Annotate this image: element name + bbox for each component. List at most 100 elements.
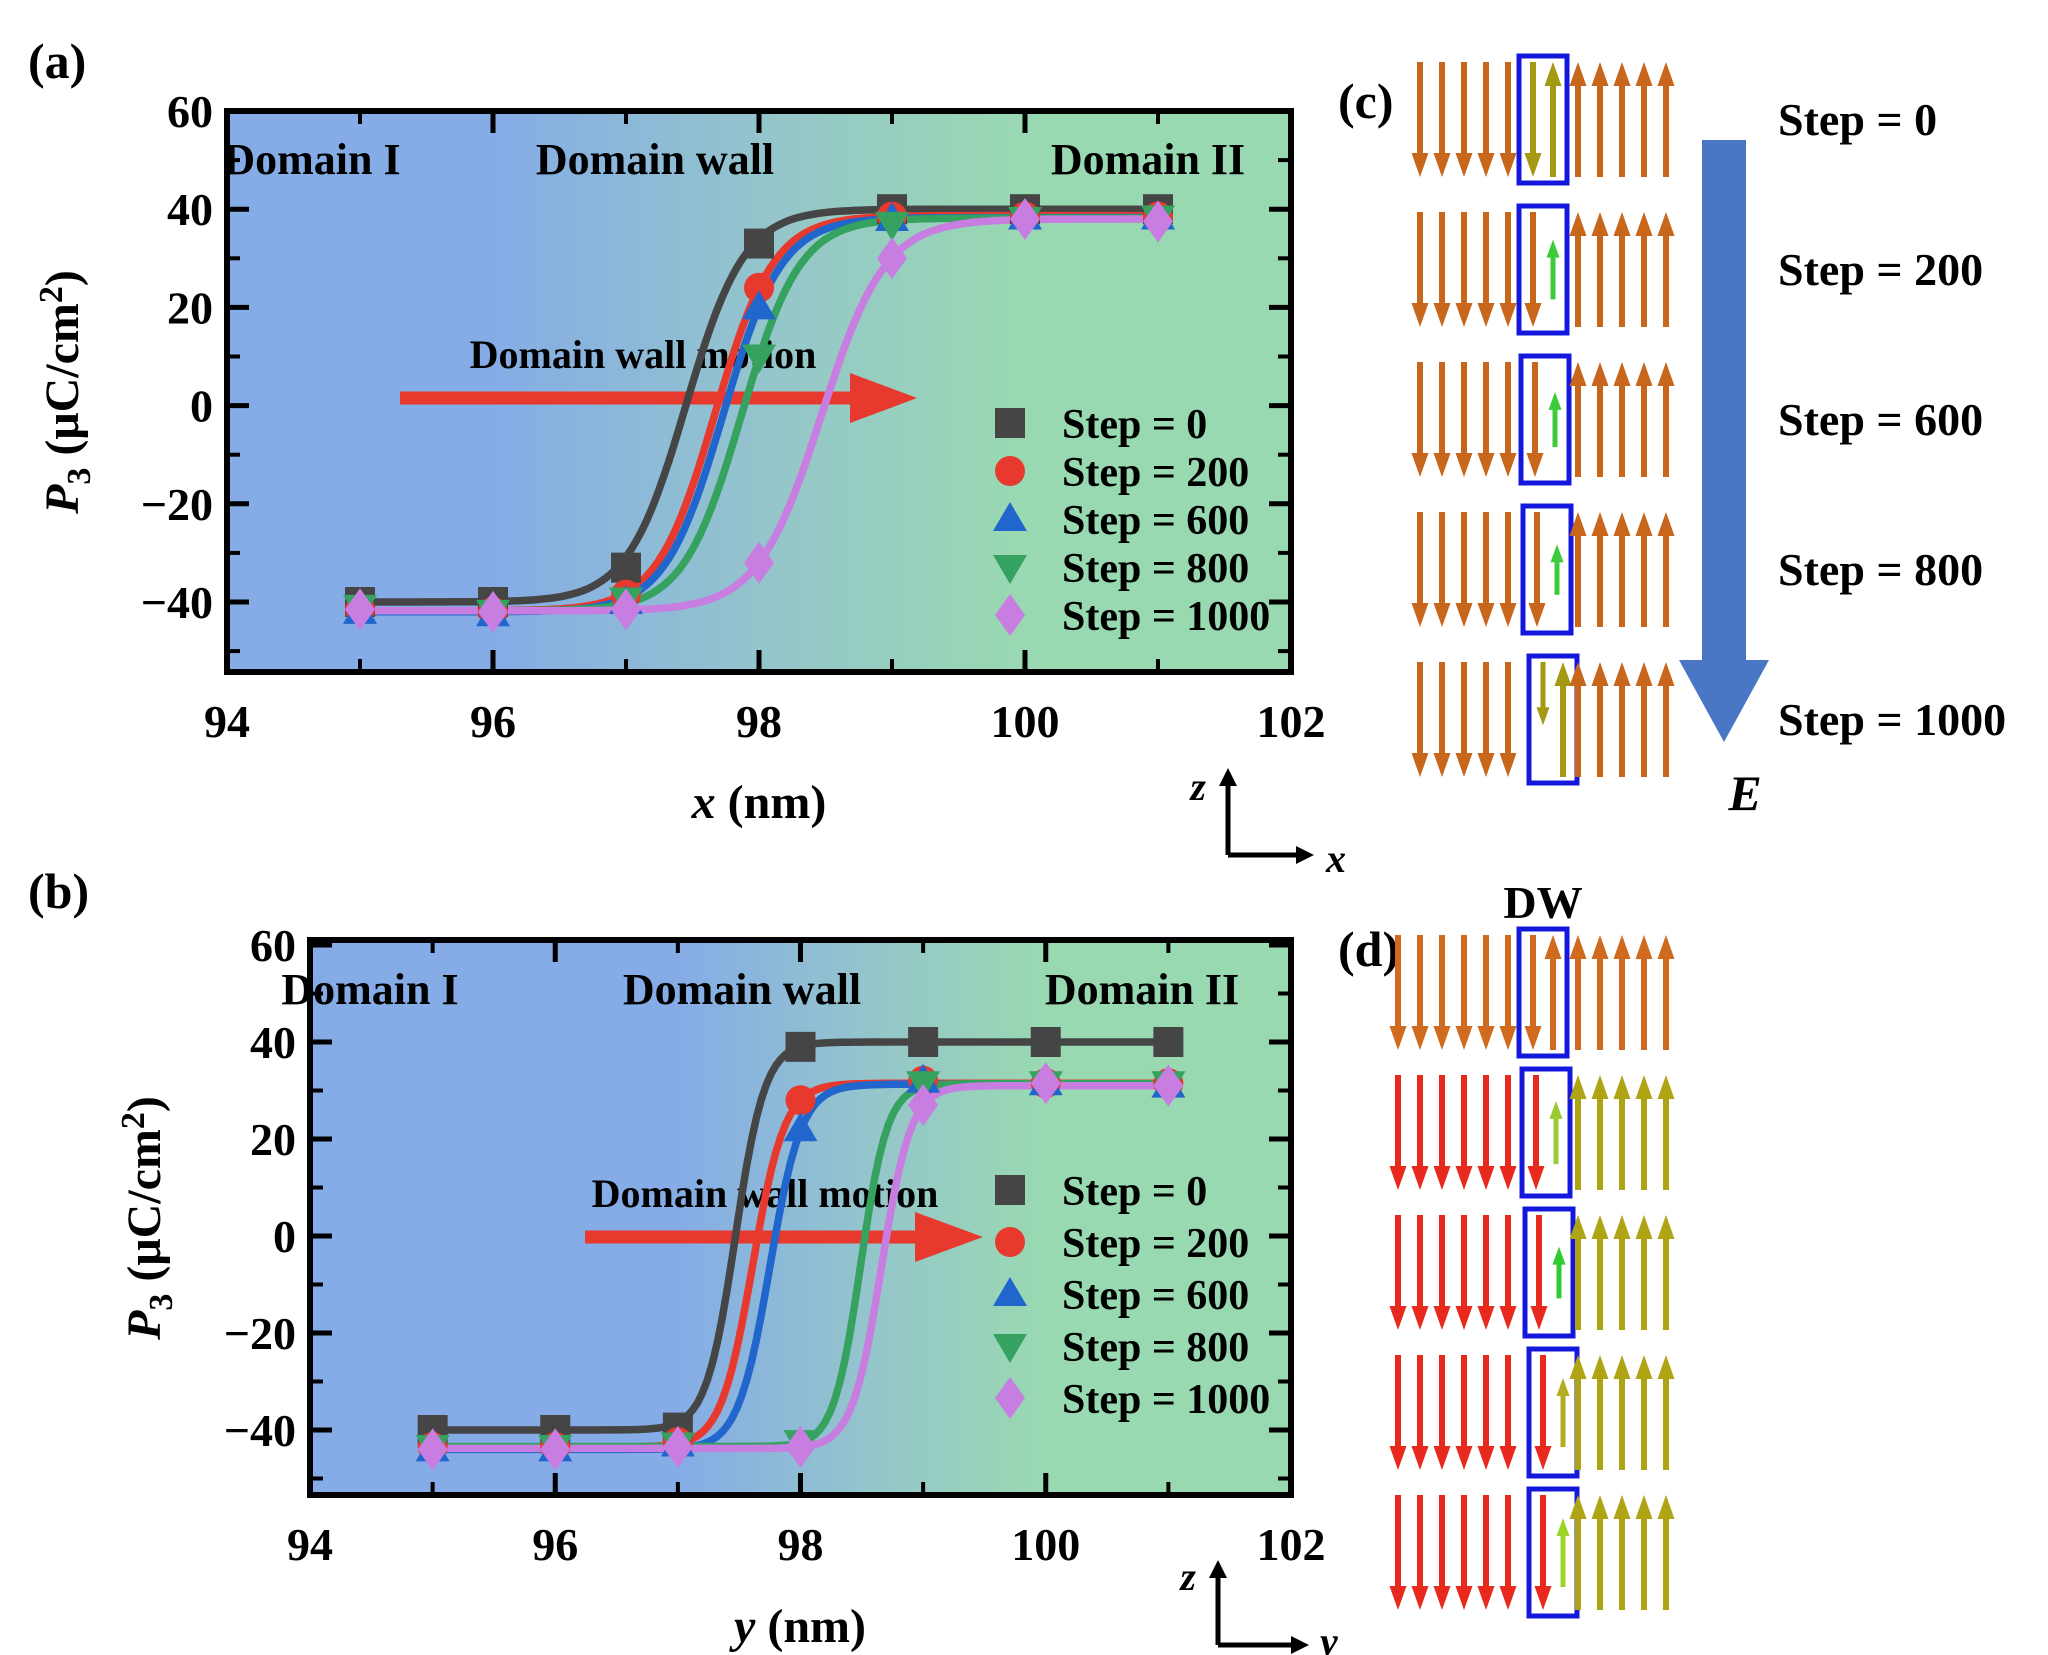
polarization-arrow-down-head <box>1499 603 1517 627</box>
domain-wall-motion-arrow-b <box>585 1212 983 1262</box>
arrow-row <box>1411 503 1675 636</box>
marker-triangle-up <box>993 1277 1027 1306</box>
polarization-arrow-down-head <box>1477 603 1495 627</box>
polarization-arrow-down-head <box>1524 1026 1542 1050</box>
polarization-arrow-down-head <box>1455 1026 1473 1050</box>
marker-circle <box>995 1227 1025 1257</box>
polarization-arrow-down-head <box>1534 1446 1552 1470</box>
marker-diamond <box>478 590 508 633</box>
polarization-arrow-down-head <box>1433 1026 1451 1050</box>
y-tick-label: 0 <box>190 381 213 432</box>
polarization-arrow-down-head <box>1526 453 1544 477</box>
panel-b-series-curves <box>415 1027 1186 1471</box>
motion-arrow-head <box>915 1212 983 1262</box>
marker-square <box>1153 1027 1184 1057</box>
panel-a-label: (a) <box>28 33 86 89</box>
polarization-arrow-down-head <box>1499 753 1517 777</box>
panel-a-series-curves <box>343 194 1175 633</box>
polarization-arrow-down-head <box>1499 1166 1517 1190</box>
polarization-arrow-up-head <box>1657 1495 1675 1519</box>
polarization-arrow-up-head <box>1544 935 1562 959</box>
marker-square <box>995 408 1025 438</box>
polarization-arrow-up-head <box>1569 512 1587 536</box>
polarization-arrow-down-head <box>1411 753 1429 777</box>
polarization-arrow-down-head <box>1433 1586 1451 1610</box>
polarization-arrow-up-head <box>1591 935 1609 959</box>
polarization-arrow-up-head <box>1569 662 1587 686</box>
polarization-arrow-up-head <box>1635 512 1653 536</box>
legend-item-label: Step = 0 <box>1062 1169 1207 1215</box>
legend-item-label: Step = 1000 <box>1062 594 1270 640</box>
polarization-arrow-up-head <box>1569 1495 1587 1519</box>
x-tick-label: 96 <box>470 696 516 747</box>
polarization-arrow-down-head <box>1477 1166 1495 1190</box>
polarization-arrow-up-head <box>1613 1215 1631 1239</box>
polarization-arrow-down-head <box>1433 303 1451 327</box>
motion-arrow-shaft <box>400 391 850 405</box>
domain-wall-box <box>1516 203 1570 336</box>
polarization-arrow-down-head <box>1499 1446 1517 1470</box>
polarization-arrow-up-head <box>1569 362 1587 386</box>
y-tick-label: −20 <box>224 1308 296 1359</box>
marker-diamond <box>908 1084 939 1127</box>
marker-diamond <box>417 1428 448 1471</box>
domain-wall-box <box>1516 53 1570 186</box>
polarization-arrow-up-head <box>1552 1246 1566 1265</box>
marker-square <box>785 1031 816 1062</box>
y-tick-label: −20 <box>141 479 213 530</box>
polarization-arrow-down-head <box>1433 1306 1451 1330</box>
polarization-arrow-up-head <box>1657 662 1675 686</box>
polarization-arrow-down-head <box>1499 153 1517 177</box>
polarization-arrow-up-head <box>1591 62 1609 86</box>
arrow-row <box>1411 653 1675 786</box>
domain-wall-box <box>1526 1486 1580 1619</box>
polarization-arrow-down-head <box>1477 153 1495 177</box>
marker-circle <box>785 1085 816 1116</box>
polarization-arrow-down-head <box>1524 153 1542 177</box>
polarization-arrow-up-head <box>1635 362 1653 386</box>
polarization-arrow-down-head <box>1455 1306 1473 1330</box>
marker-diamond <box>1153 1064 1184 1107</box>
marker-diamond <box>540 1428 571 1471</box>
legend-item-label: Step = 800 <box>1062 546 1249 592</box>
polarization-arrow-up-head <box>1613 935 1631 959</box>
marker-diamond <box>1143 200 1173 243</box>
polarization-arrow-down-head <box>1477 1026 1495 1050</box>
marker-square <box>744 228 774 259</box>
polarization-arrow-down-head <box>1455 303 1473 327</box>
panel-a-axes-ticks: 94 96 98 100 102 60 40 20 0 −20 −40 <box>141 86 1326 747</box>
polarization-arrow-down-head <box>1536 707 1550 726</box>
marker-diamond <box>662 1425 693 1468</box>
polarization-arrow-down-head <box>1477 1586 1495 1610</box>
arrow-row <box>1411 203 1675 336</box>
marker-diamond <box>785 1425 816 1468</box>
marker-square <box>1030 1027 1061 1057</box>
panel-a-x-axis-title: x (nm) <box>691 776 827 829</box>
arrow-row <box>1389 926 1675 1059</box>
motion-arrow-shaft <box>585 1230 915 1244</box>
polarization-arrow-down-head <box>1411 603 1429 627</box>
polarization-arrow-up-head <box>1591 1355 1609 1379</box>
polarization-arrow-up-head <box>1657 1355 1675 1379</box>
marker-triangle-up <box>783 1112 818 1142</box>
y-tick-label: 60 <box>167 86 213 137</box>
marker-circle <box>744 272 774 303</box>
arrow-row <box>1389 1066 1675 1199</box>
legend-item-label: Step = 600 <box>1062 1273 1249 1319</box>
panel-a-y-axis-title: P3 (μC/cm2) <box>33 270 98 515</box>
polarization-arrow-up-head <box>1657 1215 1675 1239</box>
polarization-arrow-down-head <box>1524 303 1542 327</box>
polarization-arrow-up-head <box>1550 544 1564 563</box>
step-label-1000: Step = 1000 <box>1778 694 2006 745</box>
domain-wall-box <box>1526 1346 1580 1479</box>
y-tick-label: 20 <box>167 282 213 333</box>
polarization-arrow-up-head <box>1613 212 1631 236</box>
x-tick-label: 96 <box>532 1519 578 1570</box>
y-tick-label: −40 <box>224 1405 296 1456</box>
domain-wall-box <box>1519 1066 1573 1199</box>
step-label-800: Step = 800 <box>1778 544 1983 595</box>
polarization-arrow-up-head <box>1635 1215 1653 1239</box>
polarization-arrow-up-head <box>1635 1355 1653 1379</box>
domain-wall-box <box>1520 503 1574 636</box>
